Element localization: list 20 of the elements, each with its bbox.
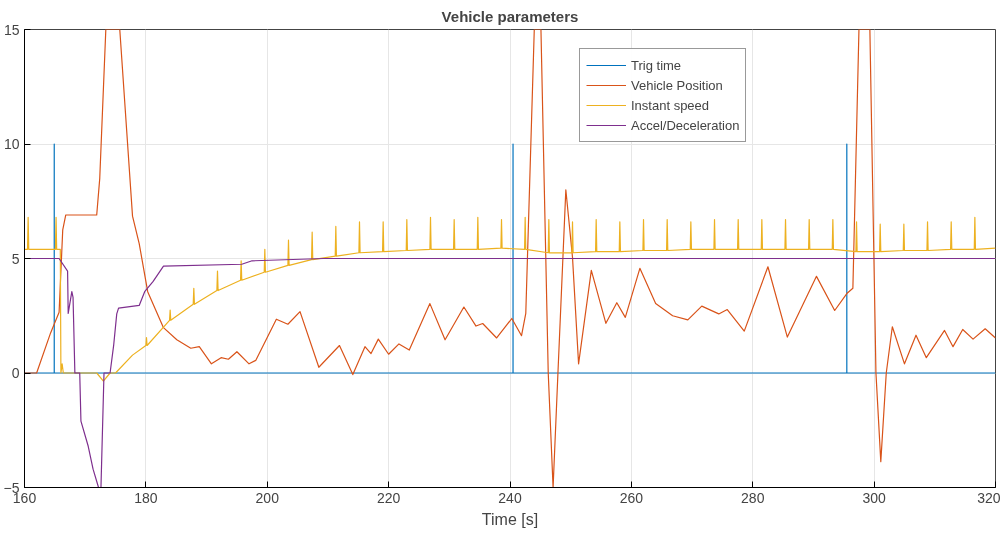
line-series — [24, 216, 996, 382]
x-axis-title: Time [s] — [481, 510, 539, 528]
y-tick-label: 5 — [11, 250, 20, 267]
legend-label: Instant speed — [631, 97, 710, 113]
x-tick-label: 200 — [255, 489, 280, 506]
legend-label: Accel/Deceleration — [631, 117, 740, 133]
legend-label: Trig time — [631, 57, 682, 73]
x-tick-label: 240 — [498, 489, 522, 506]
x-tick-label: 180 — [134, 489, 158, 506]
x-tick-label: 260 — [619, 489, 644, 506]
chart-title: Vehicle parameters — [441, 7, 579, 25]
line-series — [24, 29, 996, 488]
x-tick-label: 300 — [862, 489, 887, 506]
y-tick-label: 10 — [3, 136, 20, 152]
x-tick-label: 280 — [741, 489, 765, 506]
y-tick-label: 15 — [3, 21, 20, 38]
y-tick-label: 0 — [11, 365, 20, 381]
legend-label: Vehicle Position — [631, 77, 723, 93]
x-tick-label: 220 — [376, 489, 401, 506]
x-tick-label: 320 — [977, 489, 1001, 506]
